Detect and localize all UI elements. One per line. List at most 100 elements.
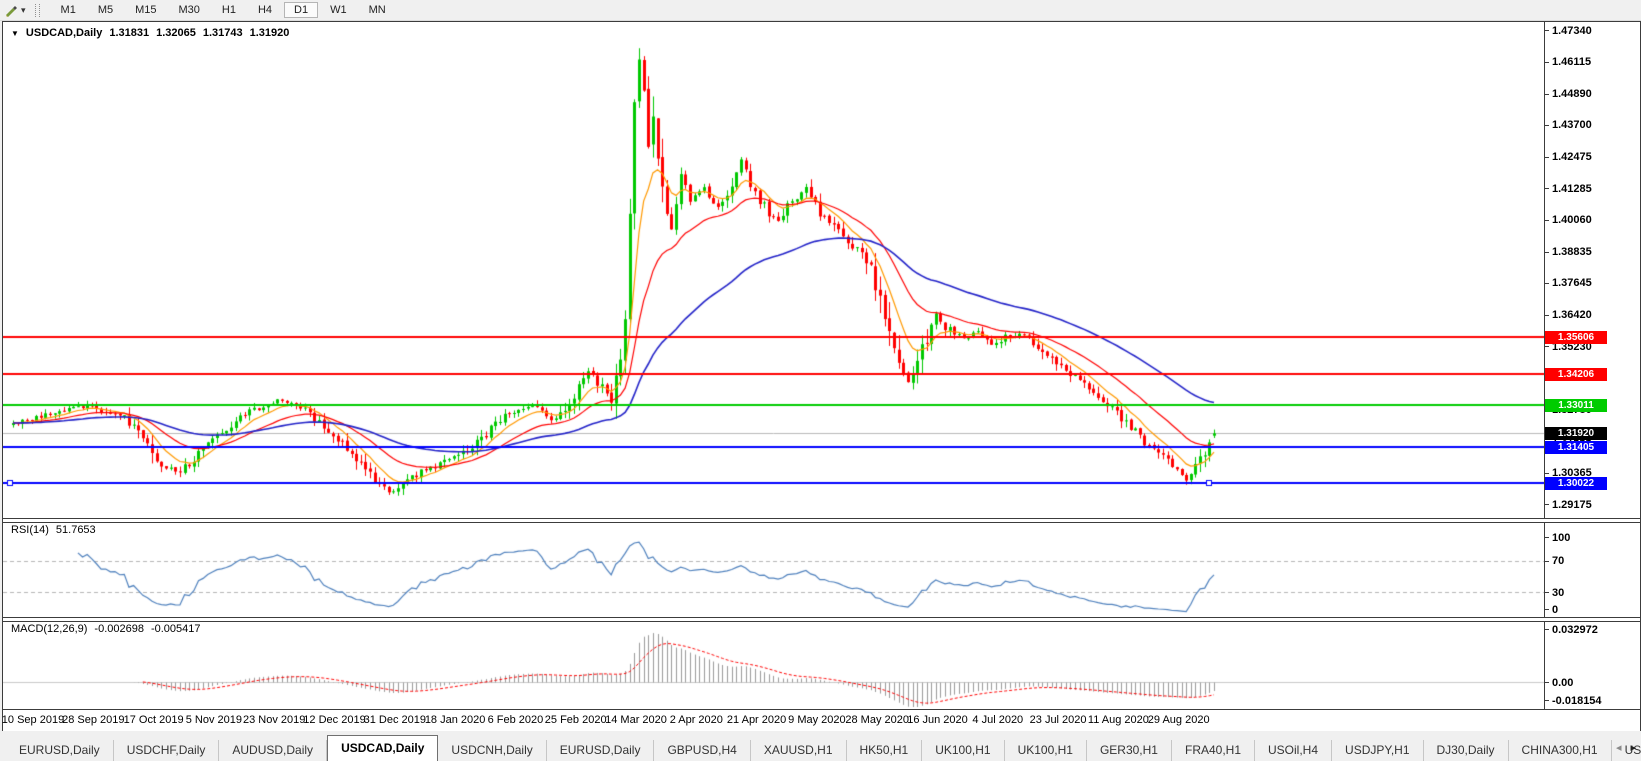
timeframe-button-w1[interactable]: W1 (330, 4, 347, 16)
chart-tab-usdcnh-daily[interactable]: USDCNH,Daily (438, 740, 547, 761)
ohlc-low: 1.31743 (202, 27, 243, 39)
date-axis-label: 28 Sep 2019 (62, 714, 125, 726)
rsi-axis-tick: 30 (1544, 586, 1564, 599)
timeframe-button-m5[interactable]: M5 (97, 4, 114, 16)
macd-label: MACD(12,26,9) -0.002698 -0.005417 (11, 623, 201, 635)
rsi-label: RSI(14) 51.7653 (11, 524, 96, 536)
rsi-value: 51.7653 (55, 524, 96, 536)
line-draw-tool-icon[interactable] (4, 3, 18, 17)
timeframe-button-d1[interactable]: D1 (284, 2, 319, 18)
chart-window: ▼ USDCAD,Daily 1.31831 1.32065 1.31743 1… (2, 21, 1641, 731)
date-axis-label: 17 Oct 2019 (123, 714, 184, 726)
date-axis-label: 16 Jun 2020 (907, 714, 968, 726)
chart-tab-usdjpy-h1[interactable]: USDJPY,H1 (1332, 740, 1424, 761)
level-price-badge-1.35606: 1.35606 (1545, 331, 1607, 345)
chart-tab-usoil-h1[interactable]: USOil,H1 (1612, 740, 1641, 761)
time-axis[interactable]: 10 Sep 2019 28 Sep 2019 17 Oct 2019 5 Nov 2… (1, 709, 1640, 731)
date-axis-label: 31 Dec 2019 (363, 714, 426, 726)
level-price-badge-1.34206: 1.34206 (1545, 367, 1607, 381)
timeframe-button-m30[interactable]: M30 (178, 4, 200, 16)
macd-value-signal: -0.005417 (150, 623, 201, 635)
chart-tab-eurusd-daily[interactable]: EURUSD,Daily (6, 740, 114, 761)
panel-splitter[interactable] (3, 617, 1640, 622)
chart-symbol-label: USDCAD,Daily (25, 27, 103, 39)
price-axis-tick: 1.47340 (1544, 24, 1592, 37)
macd-name: MACD(12,26,9) (11, 623, 88, 635)
macd-indicator-panel: MACD(12,26,9) -0.002698 -0.005417 0.0329… (3, 620, 1640, 709)
chart-title: ▼ USDCAD,Daily 1.31831 1.32065 1.31743 1… (11, 27, 289, 39)
price-axis-tick: 1.42475 (1544, 151, 1592, 164)
rsi-name: RSI(14) (11, 524, 49, 536)
price-axis-tick: 1.44890 (1544, 88, 1592, 101)
date-axis-label: 11 Aug 2020 (1087, 714, 1149, 726)
price-axis-tick: 1.37645 (1544, 277, 1592, 290)
chart-tab-ger30-h1[interactable]: GER30,H1 (1087, 740, 1172, 761)
date-axis-label: 5 Nov 2019 (185, 714, 243, 726)
price-axis-tick: 1.41285 (1544, 182, 1592, 195)
date-axis-label: 28 May 2020 (845, 714, 909, 726)
rsi-indicator-panel: RSI(14) 51.7653 100 70 30 0 (3, 521, 1640, 617)
chart-tab-gbpusd-h4[interactable]: GBPUSD,H4 (654, 740, 751, 761)
level-price-badge-1.33011: 1.33011 (1545, 398, 1607, 412)
date-axis-label: 6 Feb 2020 (487, 714, 544, 726)
macd-axis-tick: -0.018154 (1544, 694, 1602, 707)
toolbar-grip-handle[interactable] (34, 3, 40, 17)
date-axis-label: 12 Dec 2019 (303, 714, 366, 726)
price-chart-panel: ▼ USDCAD,Daily 1.31831 1.32065 1.31743 1… (3, 22, 1640, 518)
chart-tab-usoil-h4[interactable]: USOil,H4 (1255, 740, 1333, 761)
date-axis-label: 23 Nov 2019 (242, 714, 306, 726)
panel-splitter[interactable] (3, 518, 1640, 523)
rsi-canvas[interactable] (3, 521, 1544, 617)
price-axis-tick: 1.43700 (1544, 119, 1592, 132)
chart-tab-fra40-h1[interactable]: FRA40,H1 (1172, 740, 1256, 761)
chart-tab-dj30-daily[interactable]: DJ30,Daily (1424, 740, 1509, 761)
tab-scroll-arrows: ◂ ▸ (1616, 741, 1636, 754)
chart-tab-china300-h1[interactable]: CHINA300,H1 (1509, 740, 1612, 761)
tab-scroll-left-icon[interactable]: ◂ (1615, 742, 1622, 754)
level-price-badge-1.30022: 1.30022 (1545, 476, 1607, 490)
chart-tab-uk100-h1[interactable]: UK100,H1 (922, 740, 1005, 761)
timeframe-button-h4[interactable]: H4 (257, 4, 273, 16)
macd-canvas[interactable] (3, 620, 1544, 709)
chart-collapse-icon[interactable]: ▼ (11, 28, 19, 38)
pencil-icon-glyph (6, 6, 17, 17)
timeframe-button-mn[interactable]: MN (368, 4, 386, 16)
rsi-axis-tick: 100 (1544, 531, 1570, 544)
date-axis-label: 4 Jul 2020 (972, 714, 1024, 726)
ohlc-high: 1.32065 (156, 27, 196, 39)
macd-axis-tick: 0.032972 (1544, 623, 1598, 636)
price-axis-tick: 1.36420 (1544, 309, 1592, 322)
timeframe-buttons-group: M1 M5 M15 M30 H1 H4 D1 W1 MN (50, 2, 397, 18)
level-price-badge-1.31405: 1.31405 (1545, 440, 1607, 454)
chart-tab-bar: EURUSD,Daily USDCHF,Daily AUDUSD,Daily USDC… (0, 731, 1641, 761)
rsi-axis-tick: 70 (1544, 555, 1564, 568)
price-axis-separator (1544, 22, 1545, 709)
price-chart-canvas[interactable] (3, 22, 1544, 518)
chart-tab-xauusd-h1[interactable]: XAUUSD,H1 (751, 740, 847, 761)
timeframe-button-m15[interactable]: M15 (135, 4, 157, 16)
timeframe-button-h1[interactable]: H1 (221, 4, 236, 16)
tab-scroll-right-icon[interactable]: ▸ (1630, 742, 1636, 754)
chart-tab-usdchf-daily[interactable]: USDCHF,Daily (114, 740, 220, 761)
date-axis-label: 21 Apr 2020 (726, 714, 787, 726)
date-axis-label: 10 Sep 2019 (1, 714, 65, 726)
chart-tab-audusd-daily[interactable]: AUDUSD,Daily (219, 740, 328, 761)
timeframe-toolbar: ▾ M1 M5 M15 M30 H1 H4 D1 W1 MN (0, 0, 1641, 21)
price-axis-tick: 1.29175 (1544, 498, 1592, 511)
chart-tab-eurusd-daily[interactable]: EURUSD,Daily (547, 740, 655, 761)
timeframe-button-m1[interactable]: M1 (60, 4, 76, 16)
chart-tab-usdcad-daily[interactable]: USDCAD,Daily (327, 735, 439, 761)
current-price-badge: 1.31920 (1545, 427, 1607, 441)
rsi-axis-tick: 0 (1544, 603, 1558, 616)
tool-dropdown-caret-icon[interactable]: ▾ (21, 4, 26, 15)
date-axis-label: 29 Aug 2020 (1147, 714, 1210, 726)
date-axis-label: 18 Jan 2020 (424, 714, 486, 726)
chart-tab-hk50-h1[interactable]: HK50,H1 (847, 740, 923, 761)
date-axis-label: 25 Feb 2020 (544, 714, 607, 726)
price-axis-tick: 1.30365 (1544, 467, 1592, 480)
date-axis-label: 14 Mar 2020 (605, 714, 667, 726)
date-axis-label: 2 Apr 2020 (669, 714, 723, 726)
chart-tab-uk100-h1[interactable]: UK100,H1 (1005, 740, 1087, 761)
ohlc-close: 1.31920 (249, 27, 290, 39)
